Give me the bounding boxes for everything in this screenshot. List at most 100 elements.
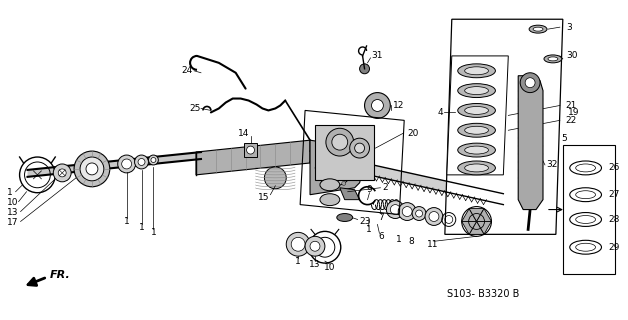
Polygon shape [518, 76, 543, 210]
Text: 27: 27 [608, 190, 619, 199]
Text: 25: 25 [190, 104, 201, 113]
Circle shape [342, 181, 346, 185]
Polygon shape [310, 140, 362, 195]
Ellipse shape [458, 64, 495, 78]
Ellipse shape [458, 84, 495, 98]
Text: 1: 1 [124, 217, 129, 226]
Ellipse shape [465, 67, 489, 75]
Text: 8: 8 [408, 237, 414, 246]
Ellipse shape [576, 164, 595, 172]
Circle shape [74, 151, 110, 187]
Polygon shape [325, 142, 345, 153]
Circle shape [332, 134, 348, 150]
Circle shape [326, 128, 354, 156]
Circle shape [138, 158, 145, 165]
Text: 10: 10 [7, 198, 18, 207]
Text: 1: 1 [396, 235, 402, 244]
Text: 1: 1 [365, 225, 371, 234]
Text: 32: 32 [546, 160, 557, 170]
Text: FR.: FR. [50, 270, 70, 280]
Ellipse shape [548, 57, 558, 61]
Circle shape [80, 157, 104, 181]
Text: 20: 20 [407, 129, 418, 138]
Text: 12: 12 [393, 101, 404, 110]
Text: 23: 23 [360, 217, 371, 226]
Circle shape [315, 166, 319, 170]
Circle shape [429, 212, 439, 221]
Ellipse shape [570, 212, 602, 227]
Text: 19: 19 [568, 108, 579, 117]
Text: 31: 31 [372, 52, 383, 60]
Circle shape [58, 169, 66, 177]
Circle shape [425, 208, 443, 225]
Circle shape [310, 241, 320, 251]
Ellipse shape [576, 243, 595, 251]
Circle shape [402, 207, 412, 217]
Ellipse shape [576, 215, 595, 223]
Text: S103- B3320 B: S103- B3320 B [447, 289, 519, 299]
Ellipse shape [570, 240, 602, 254]
Polygon shape [310, 151, 504, 204]
Ellipse shape [570, 161, 602, 175]
Circle shape [349, 175, 352, 179]
Text: 3: 3 [566, 23, 571, 32]
Ellipse shape [465, 164, 489, 172]
Circle shape [412, 207, 426, 220]
Circle shape [386, 201, 404, 219]
Polygon shape [445, 19, 563, 234]
Circle shape [317, 150, 353, 186]
Circle shape [286, 232, 310, 256]
Ellipse shape [337, 213, 353, 221]
Text: 4: 4 [437, 108, 443, 117]
Text: 15: 15 [257, 193, 269, 202]
Circle shape [391, 204, 400, 214]
Text: 13: 13 [309, 260, 321, 268]
Ellipse shape [576, 191, 595, 199]
Polygon shape [28, 152, 201, 177]
Circle shape [333, 148, 337, 152]
Text: 21: 21 [566, 101, 577, 110]
Text: 13: 13 [7, 208, 18, 217]
Text: 22: 22 [566, 116, 577, 125]
Ellipse shape [465, 126, 489, 134]
Polygon shape [469, 221, 484, 234]
Circle shape [324, 157, 346, 179]
Text: 1: 1 [151, 228, 156, 237]
Bar [315, 125, 374, 180]
Circle shape [416, 210, 423, 217]
Ellipse shape [465, 87, 489, 95]
Polygon shape [462, 221, 477, 234]
Polygon shape [477, 209, 492, 221]
Ellipse shape [465, 107, 489, 114]
Text: 11: 11 [427, 240, 439, 249]
Circle shape [372, 100, 383, 111]
Circle shape [305, 236, 325, 256]
Circle shape [134, 155, 148, 169]
Text: 17: 17 [7, 218, 18, 227]
Text: 24: 24 [182, 66, 193, 75]
Text: 28: 28 [608, 215, 619, 224]
Polygon shape [462, 209, 477, 221]
Ellipse shape [529, 25, 547, 33]
Circle shape [349, 157, 352, 161]
Text: 1: 1 [139, 223, 144, 232]
Polygon shape [469, 209, 484, 221]
Circle shape [86, 163, 98, 175]
Text: 10: 10 [324, 263, 335, 272]
Bar [244, 143, 257, 157]
Ellipse shape [458, 103, 495, 117]
Circle shape [355, 143, 365, 153]
Circle shape [264, 167, 286, 189]
Circle shape [247, 146, 254, 154]
Circle shape [148, 155, 158, 165]
Circle shape [324, 150, 328, 155]
Circle shape [350, 166, 355, 170]
Circle shape [53, 164, 71, 182]
Polygon shape [563, 145, 615, 274]
Circle shape [525, 78, 535, 88]
Ellipse shape [570, 188, 602, 202]
Ellipse shape [458, 123, 495, 137]
Ellipse shape [533, 27, 543, 31]
Circle shape [365, 92, 391, 118]
Polygon shape [196, 140, 310, 175]
